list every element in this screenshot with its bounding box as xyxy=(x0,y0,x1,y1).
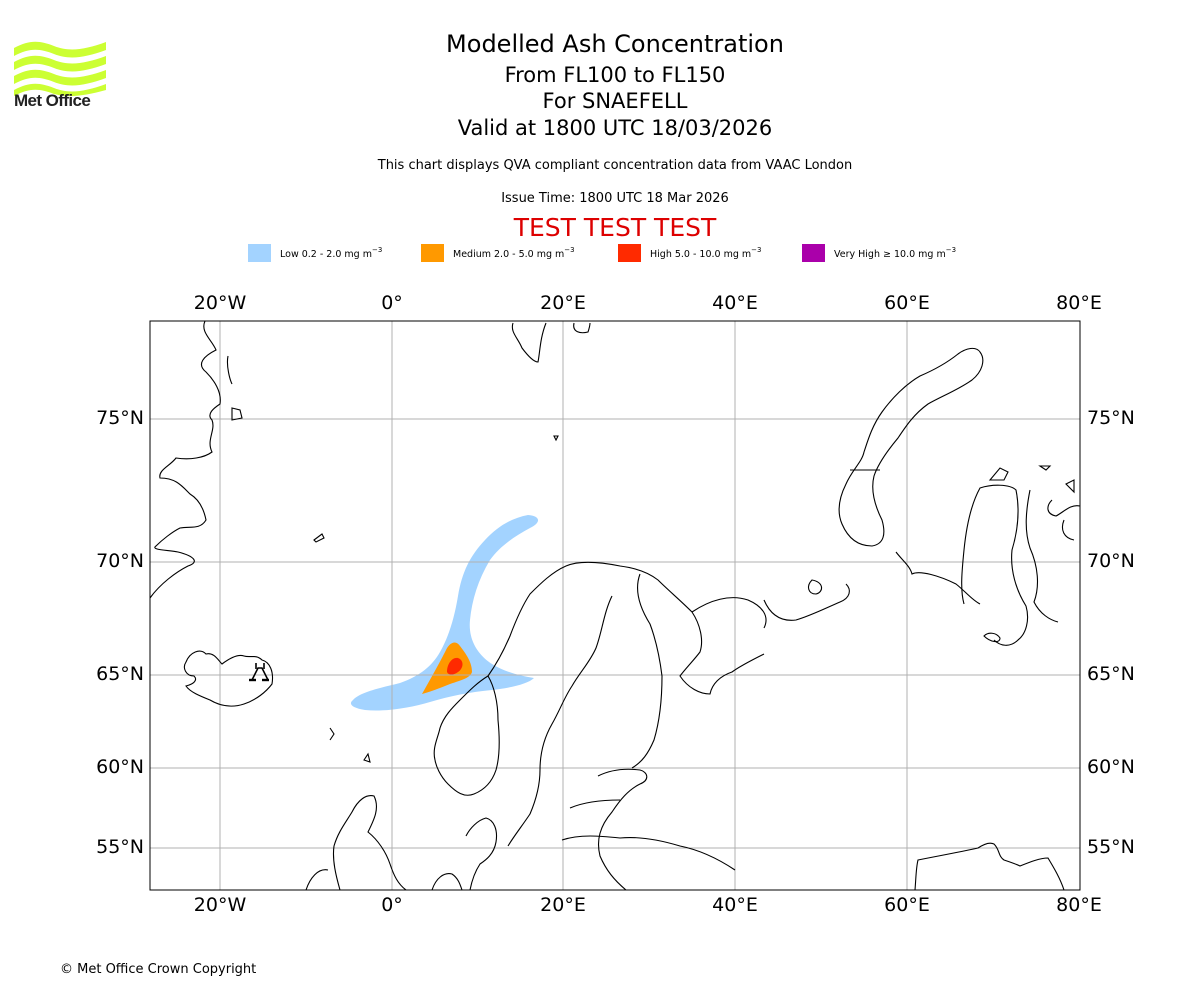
lat-label: 60°N xyxy=(1087,756,1135,778)
copyright-notice: © Met Office Crown Copyright xyxy=(60,962,257,977)
legend-swatch-low xyxy=(248,244,271,262)
issue-time: Issue Time: 1800 UTC 18 Mar 2026 xyxy=(501,191,729,206)
legend-swatch-medium xyxy=(421,244,444,262)
novaya-zemlya-coast xyxy=(838,347,984,547)
chart-subtitle: This chart displays QVA compliant concen… xyxy=(377,158,853,173)
lat-label: 55°N xyxy=(1087,836,1135,858)
lon-label: 20°E xyxy=(540,292,586,314)
legend-item-very-high: Very High ≥ 10.0 mg m−3 xyxy=(802,244,956,262)
lat-label: 65°N xyxy=(1087,663,1135,685)
volcano-icon xyxy=(249,663,269,682)
lon-label: 40°E xyxy=(712,292,758,314)
lat-label: 75°N xyxy=(1087,407,1135,429)
lon-label: 60°E xyxy=(884,894,930,916)
volcano-name: For SNAEFELL xyxy=(542,89,688,113)
lat-label: 65°N xyxy=(96,663,144,685)
graticule xyxy=(150,321,1080,890)
legend-label: Low 0.2 - 2.0 mg m−3 xyxy=(280,246,383,260)
legend-swatch-high xyxy=(618,244,641,262)
lon-label: 20°W xyxy=(193,292,247,314)
legend-label: Medium 2.0 - 5.0 mg m−3 xyxy=(453,246,575,260)
coastlines xyxy=(150,321,1080,890)
legend-item-high: High 5.0 - 10.0 mg m−3 xyxy=(618,244,762,262)
ash-high-area xyxy=(447,657,463,675)
flight-levels: From FL100 to FL150 xyxy=(504,63,726,87)
legend-label: High 5.0 - 10.0 mg m−3 xyxy=(650,246,762,260)
lon-label: 0° xyxy=(381,292,403,314)
legend-label: Very High ≥ 10.0 mg m−3 xyxy=(834,246,957,260)
lon-label: 20°W xyxy=(193,894,247,916)
chart-title: Modelled Ash Concentration xyxy=(446,30,784,58)
lat-label: 70°N xyxy=(1087,550,1135,572)
lat-label: 75°N xyxy=(96,407,144,429)
logo-text: Met Office xyxy=(14,91,91,110)
lon-label: 80°E xyxy=(1056,292,1102,314)
valid-time: Valid at 1800 UTC 18/03/2026 xyxy=(457,116,773,140)
lon-label: 40°E xyxy=(712,894,758,916)
lon-label: 0° xyxy=(381,894,403,916)
ash-medium-area xyxy=(422,642,472,694)
lon-label: 20°E xyxy=(540,894,586,916)
lat-label: 70°N xyxy=(96,550,144,572)
lon-label: 60°E xyxy=(884,292,930,314)
legend-swatch-very-high xyxy=(802,244,825,262)
lat-label: 55°N xyxy=(96,836,144,858)
lat-label: 60°N xyxy=(96,756,144,778)
legend-item-low: Low 0.2 - 2.0 mg m−3 xyxy=(248,244,382,262)
test-banner: TEST TEST TEST xyxy=(513,213,717,242)
met-office-logo xyxy=(14,41,106,97)
lon-label: 80°E xyxy=(1056,894,1102,916)
iceland-coast xyxy=(183,650,274,707)
map-frame xyxy=(149,320,1081,891)
legend-item-medium: Medium 2.0 - 5.0 mg m−3 xyxy=(421,244,575,262)
